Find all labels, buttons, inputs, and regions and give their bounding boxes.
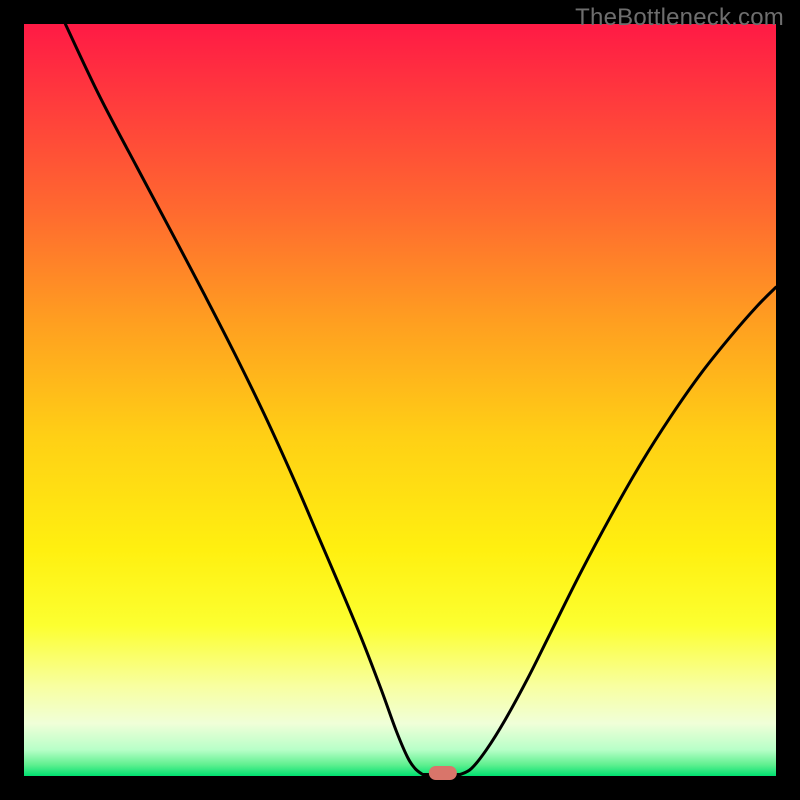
bottleneck-chart [0,0,800,800]
gradient-background [24,24,776,776]
chart-frame: TheBottleneck.com [0,0,800,800]
optimal-marker [429,766,457,780]
watermark-text: TheBottleneck.com [575,4,784,32]
